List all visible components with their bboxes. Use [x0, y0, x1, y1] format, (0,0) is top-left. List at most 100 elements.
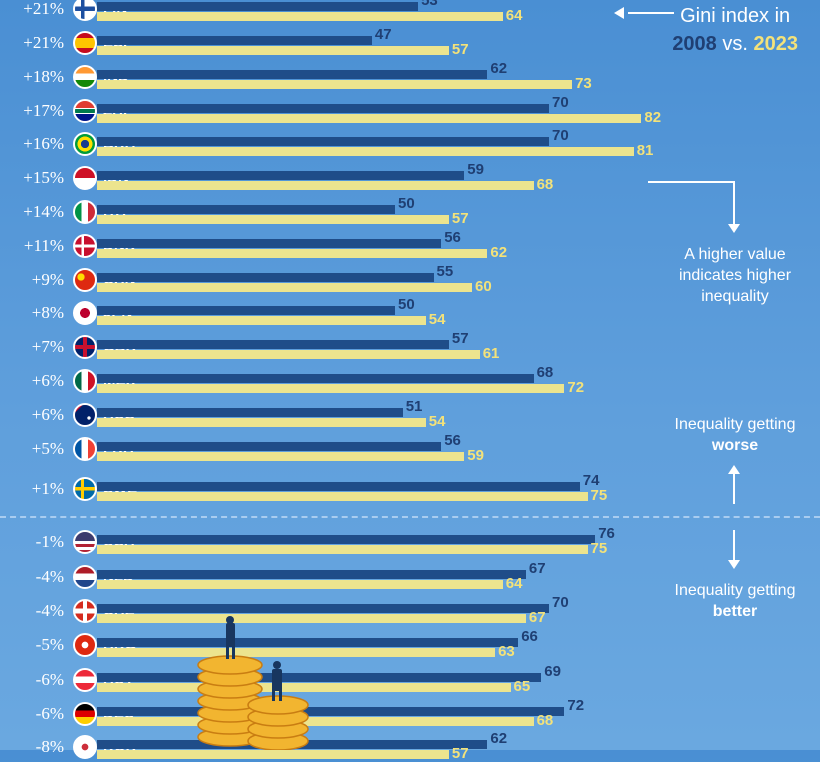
- value-2008-kor: 62: [490, 730, 508, 747]
- flag-hkg-icon: [73, 633, 97, 657]
- bar-2008-aus: [97, 408, 403, 417]
- flag-aut-icon: [73, 668, 97, 692]
- flag-ind-icon: [73, 65, 97, 89]
- value-2023-idn: 68: [536, 176, 554, 193]
- bar-2008-fra: [97, 442, 442, 451]
- value-2023-mex: 72: [567, 379, 585, 396]
- bar-2008-jpn: [97, 306, 395, 315]
- change-label-nld: -4%: [35, 567, 64, 586]
- value-2023-kor: 57: [451, 745, 469, 762]
- change-label-mex: +6%: [31, 371, 64, 390]
- flag-zaf-icon: [73, 99, 97, 123]
- value-2008-gbr: 57: [451, 330, 469, 347]
- bar-2008-deu: [97, 707, 565, 716]
- bar-2023-kor: [97, 750, 449, 759]
- value-2023-aus: 54: [428, 413, 446, 430]
- change-label-zaf: +17%: [23, 101, 64, 120]
- legend: Gini index in 2008 vs. 2023: [672, 2, 798, 58]
- bar-2008-aut: [97, 673, 542, 682]
- divider-line: [0, 516, 820, 518]
- value-2023-fra: 59: [467, 447, 484, 464]
- value-2023-chn: 60: [475, 278, 492, 295]
- value-2023-aut: 65: [513, 678, 531, 695]
- bar-2008-swe: [97, 482, 580, 491]
- bar-2008-mex: [97, 374, 534, 383]
- bar-2023-aus: [97, 418, 426, 427]
- bar-2023-esp: [97, 46, 449, 55]
- value-2023-deu: 68: [536, 712, 554, 729]
- coin-stack-illustration: [197, 616, 309, 750]
- legend-year-2023: 2023: [753, 33, 799, 55]
- value-2008-esp: 47: [374, 26, 392, 43]
- value-2023-esp: 57: [451, 41, 469, 58]
- worse-arrow-head: [728, 465, 740, 474]
- value-2008-zaf: 70: [552, 94, 569, 111]
- bar-2008-bra: [97, 137, 549, 146]
- bar-2023-deu: [97, 717, 534, 726]
- bar-2023-zaf: [97, 114, 642, 123]
- higher-value-connector: [648, 181, 734, 183]
- value-2008-nld: 67: [528, 560, 546, 577]
- bar-2023-hkg: [97, 648, 496, 657]
- better-note-line1: Inequality getting: [674, 582, 796, 599]
- value-2023-bra: 81: [636, 142, 654, 159]
- worse-note: Inequality getting worse: [670, 414, 800, 456]
- bar-2008-usa: [97, 535, 596, 544]
- bar-2023-ita: [97, 215, 449, 224]
- worse-note-line1: Inequality getting: [674, 416, 796, 433]
- bar-2008-dnk: [97, 239, 442, 248]
- bar-2023-bra: [97, 147, 634, 156]
- value-2008-ind: 62: [490, 60, 508, 77]
- change-label-ind: +18%: [23, 67, 64, 86]
- legend-title: Gini index in: [680, 5, 791, 27]
- value-2023-usa: 75: [590, 540, 608, 557]
- flag-nld-icon: [73, 565, 97, 589]
- value-2008-che: 70: [552, 594, 569, 611]
- value-2023-nld: 64: [505, 575, 523, 592]
- legend-arrow: [628, 12, 674, 14]
- flag-che-icon: [73, 599, 97, 623]
- value-2008-mex: 68: [536, 364, 554, 381]
- bar-2023-mex: [97, 384, 565, 393]
- change-label-che: -4%: [35, 601, 64, 620]
- flag-swe-icon: [73, 477, 97, 501]
- change-label-fra: +5%: [31, 439, 64, 458]
- value-2023-ita: 57: [451, 210, 469, 227]
- change-label-aus: +6%: [31, 405, 64, 424]
- change-label-deu: -6%: [35, 704, 64, 723]
- flag-idn-icon: [73, 166, 97, 190]
- change-label-hkg: -5%: [35, 635, 64, 654]
- value-2008-chn: 55: [436, 263, 454, 280]
- worse-arrow: [733, 472, 735, 504]
- flag-fin-icon: [73, 0, 97, 21]
- value-2023-hkg: 63: [498, 643, 515, 660]
- change-label-chn: +9%: [31, 270, 64, 289]
- value-2008-idn: 59: [467, 161, 484, 178]
- value-2008-swe: 74: [582, 472, 600, 489]
- value-2008-hkg: 66: [521, 628, 538, 645]
- change-label-esp: +21%: [23, 33, 64, 52]
- flag-aus-icon: [73, 403, 97, 427]
- bar-2008-ind: [97, 70, 488, 79]
- change-label-bra: +16%: [23, 134, 64, 153]
- bar-2008-esp: [97, 36, 372, 45]
- legend-arrow-head: [614, 7, 624, 19]
- value-2008-fin: 53: [421, 0, 438, 9]
- bar-2023-gbr: [97, 350, 480, 359]
- flag-esp-icon: [73, 31, 97, 55]
- value-2023-che: 67: [528, 609, 546, 626]
- bar-2023-aut: [97, 683, 511, 692]
- change-label-dnk: +11%: [23, 236, 64, 255]
- bar-2008-zaf: [97, 104, 549, 113]
- bar-2023-chn: [97, 283, 472, 292]
- bar-2008-fin: [97, 2, 419, 11]
- better-arrow-head: [728, 560, 740, 569]
- flag-mex-icon: [73, 369, 97, 393]
- bar-2023-swe: [97, 492, 588, 501]
- flag-fra-icon: [73, 437, 97, 461]
- bar-2023-fra: [97, 452, 465, 461]
- higher-value-note: A higher value indicates higher inequali…: [678, 246, 792, 305]
- value-2023-zaf: 82: [644, 109, 662, 126]
- flag-deu-icon: [73, 702, 97, 726]
